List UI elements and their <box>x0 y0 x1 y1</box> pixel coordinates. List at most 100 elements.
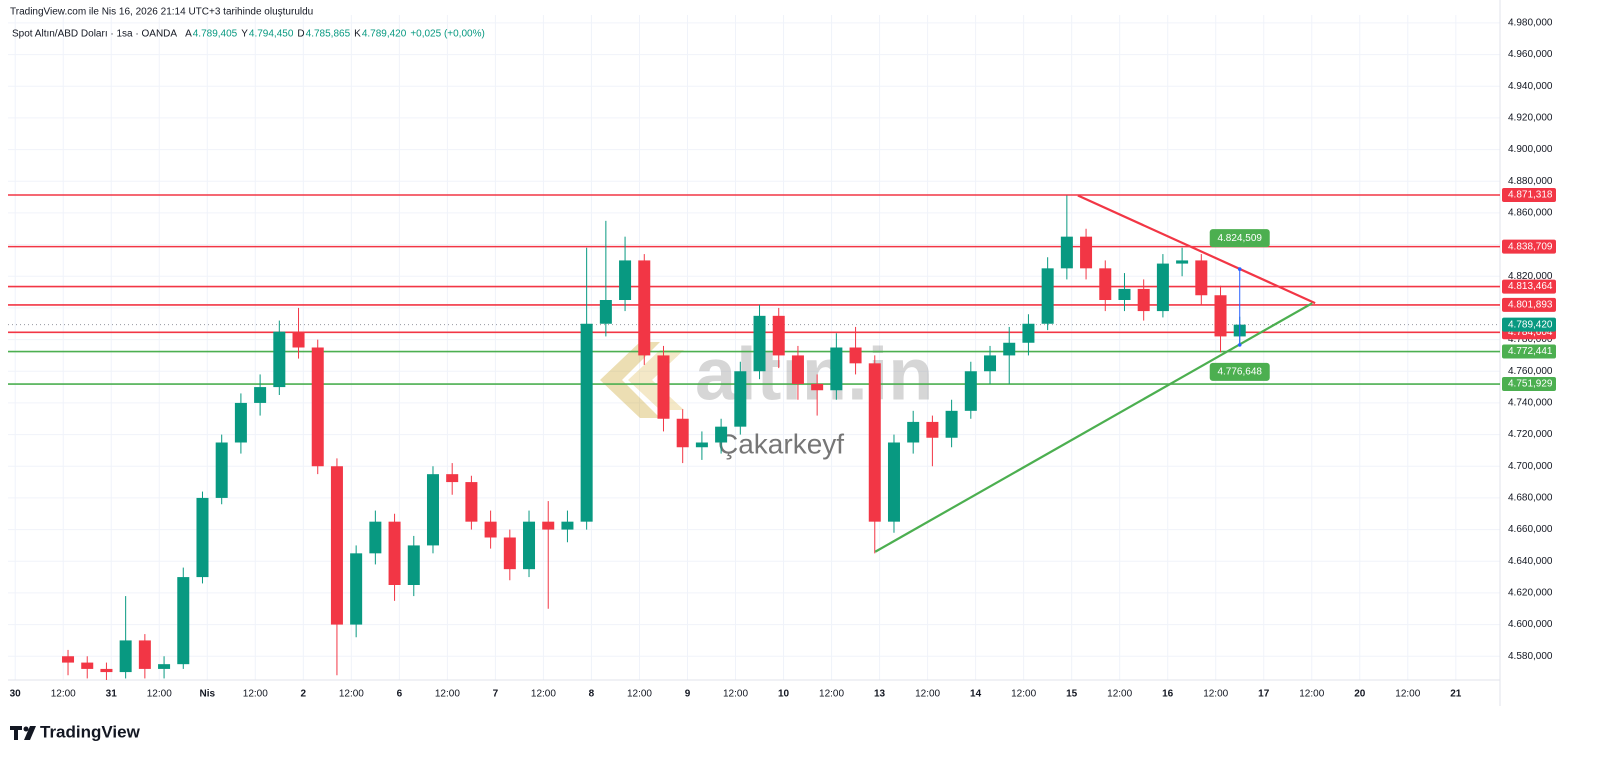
watermark-text: altın.in <box>695 333 933 416</box>
x-tick-label: 12:00 <box>1299 689 1324 700</box>
x-tick-label: 12:00 <box>1107 689 1132 700</box>
candle-body <box>523 521 536 570</box>
candle-body <box>657 355 670 419</box>
candle-body <box>446 474 459 483</box>
candle-body <box>1003 342 1016 356</box>
caption: TradingView.com ile Nis 16, 2026 21:14 U… <box>10 7 313 18</box>
candle-body <box>561 521 574 530</box>
y-tick-label: 4.880,000 <box>1508 176 1553 187</box>
price-label: 4.871,318 <box>1508 190 1553 201</box>
ohlc-value: 4.789,420 <box>362 29 407 40</box>
price-label-box <box>1502 187 1556 202</box>
ohlc-value: 4.785,865 <box>306 29 351 40</box>
candle-body <box>465 482 478 522</box>
x-tick-label: 16 <box>1162 689 1174 700</box>
candle-body <box>811 383 824 391</box>
candle-body <box>964 371 977 411</box>
price-label-box <box>1502 344 1556 359</box>
candle-body <box>119 640 132 673</box>
candle-body <box>311 347 324 467</box>
x-tick-label: 20 <box>1354 689 1366 700</box>
y-tick-label: 4.740,000 <box>1508 398 1553 409</box>
candle-body <box>1060 236 1073 269</box>
x-tick-label: 9 <box>685 689 691 700</box>
candle-body <box>1118 288 1131 300</box>
symbol: Spot Altın/ABD Doları · 1sa · OANDA <box>12 29 177 40</box>
x-tick-label: 12:00 <box>435 689 460 700</box>
y-tick-label: 4.780,000 <box>1508 334 1553 345</box>
y-tick-label: 4.720,000 <box>1508 429 1553 440</box>
watermark-chevron <box>600 342 660 418</box>
y-tick-label: 4.640,000 <box>1508 556 1553 567</box>
price-label-box <box>1502 317 1556 332</box>
candle-body <box>945 410 958 438</box>
measure-end <box>1237 267 1242 271</box>
y-tick-label: 4.820,000 <box>1508 271 1553 282</box>
candle-body <box>676 418 689 448</box>
x-tick-label: 17 <box>1258 689 1270 700</box>
candle-body <box>695 442 708 448</box>
candle-body <box>484 521 497 538</box>
x-tick-label: 12:00 <box>723 689 748 700</box>
y-tick-label: 4.660,000 <box>1508 524 1553 535</box>
candle-body <box>292 331 305 348</box>
candle-body <box>62 656 75 663</box>
candle-body <box>1214 295 1227 337</box>
candle-body <box>984 355 997 372</box>
watermark-sub: Çakarkeyf <box>718 428 844 459</box>
candle-body <box>619 260 632 300</box>
watermark-logo <box>600 342 684 418</box>
y-tick-label: 4.960,000 <box>1508 49 1553 60</box>
ohlc-key: Y <box>241 29 248 40</box>
candle-body <box>388 521 401 585</box>
y-tick-label: 4.940,000 <box>1508 81 1553 92</box>
x-tick-label: 13 <box>874 689 886 700</box>
x-tick-label: 12:00 <box>147 689 172 700</box>
candle-body <box>734 371 747 427</box>
price-label: 4.772,441 <box>1508 346 1553 357</box>
candle-body <box>503 537 516 570</box>
logo-part <box>24 726 36 740</box>
ohlc-key: K <box>354 29 361 40</box>
y-tick-label: 4.620,000 <box>1508 588 1553 599</box>
candle-body <box>407 545 420 585</box>
price-label-box <box>1502 377 1556 392</box>
trendline <box>1077 194 1316 305</box>
candle-body <box>638 260 651 356</box>
candle-body <box>1176 260 1189 264</box>
candle-body <box>426 474 439 546</box>
candle-body <box>254 387 267 403</box>
x-tick-label: 7 <box>493 689 499 700</box>
candle-body <box>542 521 555 530</box>
x-tick-label: 6 <box>397 689 403 700</box>
candle-body <box>177 577 190 665</box>
x-tick-label: 14 <box>970 689 982 700</box>
y-tick-label: 4.900,000 <box>1508 144 1553 155</box>
x-tick-label: 30 <box>10 689 22 700</box>
measure-box <box>1209 229 1270 248</box>
ohlc-value: 4.794,450 <box>249 29 294 40</box>
x-tick-label: 12:00 <box>339 689 364 700</box>
price-label: 4.801,893 <box>1508 300 1553 311</box>
price-label: 4.751,929 <box>1508 379 1553 390</box>
y-tick-label: 4.580,000 <box>1508 651 1553 662</box>
brand-logo <box>10 726 36 740</box>
x-tick-label: 12:00 <box>1395 689 1420 700</box>
x-tick-label: 31 <box>106 689 118 700</box>
price-label: 4.813,464 <box>1508 281 1553 292</box>
candle-body <box>791 355 804 384</box>
x-tick-label: 12:00 <box>51 689 76 700</box>
x-tick-label: 12:00 <box>1203 689 1228 700</box>
y-tick-label: 4.920,000 <box>1508 113 1553 124</box>
price-label-box <box>1502 279 1556 294</box>
y-tick-label: 4.700,000 <box>1508 461 1553 472</box>
x-tick-label: 8 <box>589 689 595 700</box>
ohlc-value: 4.789,405 <box>193 29 238 40</box>
x-tick-label: Nis <box>200 689 216 700</box>
measure-box <box>1209 362 1270 381</box>
candle-body <box>1022 323 1035 343</box>
y-tick-label: 4.600,000 <box>1508 619 1553 630</box>
candle-body <box>599 300 612 324</box>
